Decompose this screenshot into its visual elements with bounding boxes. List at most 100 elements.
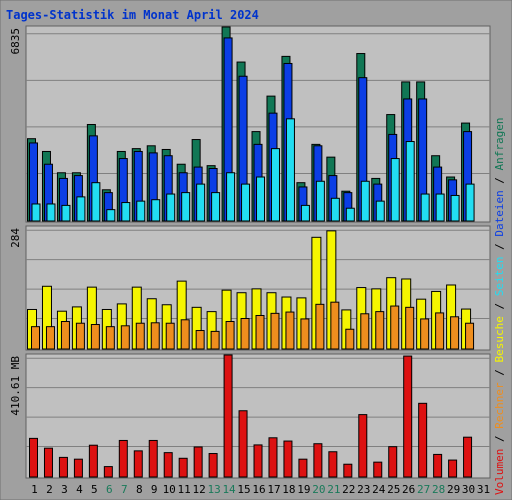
x-tick-label: 20 xyxy=(312,483,325,496)
bar-volumen-day-5 xyxy=(88,444,98,478)
bar-rechner-day-3 xyxy=(60,321,70,350)
x-tick-label: 22 xyxy=(342,483,355,496)
x-axis-tick-labels: 1 2 3 4 5 6 7 8 9 10 11 12 13 14 15 16 17 18 19 20 21 22 23 24 2… xyxy=(31,483,490,496)
bar-rechner-day-16 xyxy=(255,314,265,350)
bar-volumen-day-15 xyxy=(238,410,248,478)
bar-seiten-day-28 xyxy=(435,193,445,222)
bar-volumen-day-20 xyxy=(313,443,323,478)
x-tick-label: 4 xyxy=(76,483,83,496)
bar-rechner-day-14 xyxy=(225,321,235,350)
x-tick-label: 8 xyxy=(136,483,143,496)
side-legend: Volumen / Rechner / Besuche / Seiten / D… xyxy=(493,117,506,495)
bar-seiten-day-10 xyxy=(166,193,176,222)
bottom-panel: 410.61 MB xyxy=(9,353,491,479)
bar-rechner-day-6 xyxy=(105,326,115,350)
bar-rechner-day-19 xyxy=(300,318,310,350)
bar-seiten-day-30 xyxy=(465,183,475,222)
bar-seiten-day-9 xyxy=(151,199,161,222)
chart-panels: 6835 284 410.61 MB xyxy=(9,25,491,479)
side-legend-part: / xyxy=(493,296,506,316)
bar-seiten-day-18 xyxy=(285,118,295,222)
x-tick-label: 6 xyxy=(106,483,113,496)
middle-panel: 284 xyxy=(9,225,491,351)
bar-volumen-day-16 xyxy=(253,444,263,478)
x-tick-label: 9 xyxy=(151,483,158,496)
bar-volumen-day-23 xyxy=(358,414,368,478)
series-volumen xyxy=(29,354,473,478)
bar-rechner-day-7 xyxy=(120,325,130,350)
bar-rechner-day-15 xyxy=(240,318,250,350)
bar-volumen-day-12 xyxy=(193,446,203,478)
x-tick-label: 10 xyxy=(163,483,176,496)
side-legend-part: Seiten xyxy=(493,257,506,297)
bar-seiten-day-16 xyxy=(256,176,266,222)
side-legend-part: / xyxy=(493,170,506,190)
x-tick-label: 16 xyxy=(252,483,265,496)
bar-volumen-day-19 xyxy=(298,458,308,478)
bar-rechner-day-20 xyxy=(315,303,325,350)
side-legend-part: Volumen xyxy=(493,449,506,495)
series-seiten xyxy=(31,118,475,222)
bar-volumen-day-28 xyxy=(433,453,443,478)
bar-volumen-day-6 xyxy=(103,466,113,478)
bar-seiten-day-5 xyxy=(91,182,101,222)
bar-seiten-day-21 xyxy=(330,197,340,222)
bar-rechner-day-29 xyxy=(450,316,460,350)
bar-rechner-day-22 xyxy=(345,328,355,350)
bar-rechner-day-17 xyxy=(270,312,280,350)
bar-seiten-day-26 xyxy=(405,141,415,222)
bar-seiten-day-27 xyxy=(420,193,430,222)
top-axis-max-label: 6835 xyxy=(9,28,22,55)
bar-rechner-day-10 xyxy=(165,322,175,350)
bar-seiten-day-29 xyxy=(450,194,460,222)
bar-rechner-day-21 xyxy=(330,301,340,350)
side-legend-part: Anfragen xyxy=(493,117,506,170)
bar-rechner-day-9 xyxy=(150,322,160,350)
x-tick-label: 3 xyxy=(61,483,68,496)
x-tick-label: 13 xyxy=(207,483,220,496)
bar-rechner-day-18 xyxy=(285,311,295,350)
x-tick-label: 15 xyxy=(237,483,250,496)
bar-seiten-day-12 xyxy=(196,183,206,222)
bar-rechner-day-27 xyxy=(420,318,430,350)
bar-rechner-day-4 xyxy=(75,322,85,350)
x-tick-label: 28 xyxy=(432,483,445,496)
bar-seiten-day-3 xyxy=(61,204,71,222)
bar-seiten-day-2 xyxy=(46,203,56,222)
bar-volumen-day-9 xyxy=(148,439,158,478)
bar-rechner-day-1 xyxy=(31,326,40,350)
bar-rechner-day-28 xyxy=(435,312,445,350)
x-tick-label: 27 xyxy=(417,483,430,496)
bar-seiten-day-24 xyxy=(375,200,385,222)
x-tick-label: 24 xyxy=(372,483,386,496)
bar-seiten-day-15 xyxy=(241,183,251,222)
side-legend-part: / xyxy=(493,363,506,383)
top-panel: 6835 xyxy=(9,25,491,223)
side-legend-part: / xyxy=(493,237,506,257)
bar-rechner-day-8 xyxy=(135,322,145,350)
bar-seiten-day-6 xyxy=(106,209,116,222)
middle-axis-max-label: 284 xyxy=(9,228,22,248)
x-tick-label: 17 xyxy=(267,483,280,496)
bar-seiten-day-1 xyxy=(31,203,41,222)
series-rechner xyxy=(31,301,475,350)
bar-seiten-day-14 xyxy=(226,172,236,222)
x-tick-label: 14 xyxy=(222,483,236,496)
bar-volumen-day-10 xyxy=(163,452,173,478)
x-tick-label: 12 xyxy=(193,483,206,496)
x-tick-label: 26 xyxy=(402,483,415,496)
bar-volumen-day-25 xyxy=(388,446,398,478)
x-tick-label: 5 xyxy=(91,483,98,496)
bar-volumen-day-13 xyxy=(208,453,218,478)
x-tick-label: 25 xyxy=(387,483,400,496)
bar-volumen-day-7 xyxy=(118,439,128,478)
side-legend-part: / xyxy=(493,429,506,449)
bar-rechner-day-30 xyxy=(465,322,475,350)
side-legend-part: Besuche xyxy=(493,316,506,362)
bar-volumen-day-2 xyxy=(43,447,53,478)
bar-volumen-day-17 xyxy=(268,437,278,478)
bar-volumen-day-8 xyxy=(133,450,143,478)
bar-volumen-day-27 xyxy=(418,402,428,478)
bar-volumen-day-30 xyxy=(463,436,473,478)
